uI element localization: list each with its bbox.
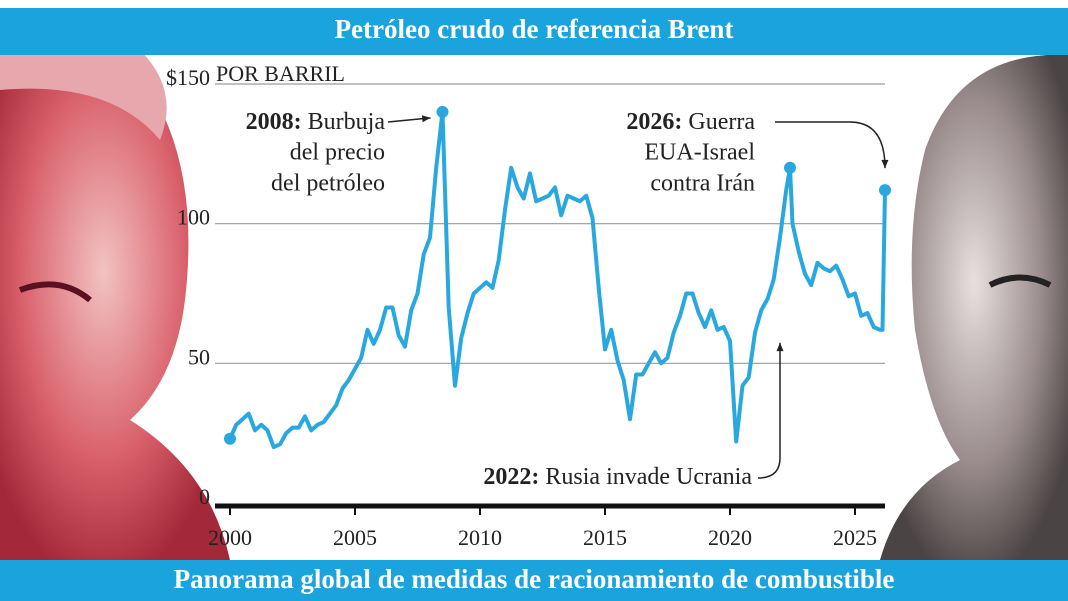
annotation-dot — [436, 105, 449, 118]
annotation-line: Guerra — [688, 109, 755, 135]
annotation-line: contra Irán — [650, 171, 755, 197]
footer-banner — [0, 560, 1068, 601]
title-banner — [0, 8, 1068, 55]
x-tick-label: 2025 — [833, 525, 877, 550]
start-dot — [224, 432, 236, 445]
annotation-line: del precio — [290, 140, 385, 166]
annotation-line: del petróleo — [271, 171, 385, 197]
x-tick-label: 2020 — [708, 525, 752, 550]
subtitle: Panorama global de medidas de racionamie… — [174, 564, 895, 594]
y-tick-label: 0 — [199, 484, 210, 509]
annotation-arrow — [757, 342, 781, 479]
annotation-text: 2022: Rusia invade Ucrania — [483, 464, 752, 490]
plot: 0 50 100 $150 2000 2005 2010 2015 2020 2025 2008: B… — [166, 65, 891, 550]
annotation-arrow — [775, 121, 886, 169]
y-tick-label: $150 — [166, 65, 210, 90]
annotation-line: EUA-Israel — [644, 140, 755, 166]
annotation-dot — [879, 184, 891, 197]
annotation-year: 2022: — [483, 464, 539, 490]
x-tick-label: 2000 — [208, 525, 252, 550]
annotation-line: Rusia invade Ucrania — [545, 464, 752, 490]
x-tick-label: 2010 — [458, 525, 502, 550]
y-tick-label: 100 — [177, 205, 210, 230]
chart-title: Petróleo crudo de referencia Brent — [335, 14, 734, 44]
annotation-line: Burbuja — [308, 109, 386, 135]
y-axis-label: POR BARRIL — [216, 61, 345, 86]
price-line — [228, 109, 887, 450]
annotation-dot — [784, 161, 796, 174]
x-tick-label: 2015 — [583, 525, 627, 550]
x-tick-label: 2005 — [333, 525, 377, 550]
y-tick-label: 50 — [188, 344, 210, 369]
annotation-year: 2026: — [626, 109, 682, 135]
arrow-head — [776, 342, 784, 352]
arrow-head — [421, 115, 431, 123]
annotation-year: 2008: — [246, 109, 302, 135]
left-portrait — [0, 18, 230, 561]
annotation-text: 2008: Burbuja — [246, 109, 386, 135]
right-portrait — [880, 54, 1068, 561]
arrow-head — [881, 159, 889, 169]
annotation-text: 2026: Guerra — [626, 109, 755, 135]
